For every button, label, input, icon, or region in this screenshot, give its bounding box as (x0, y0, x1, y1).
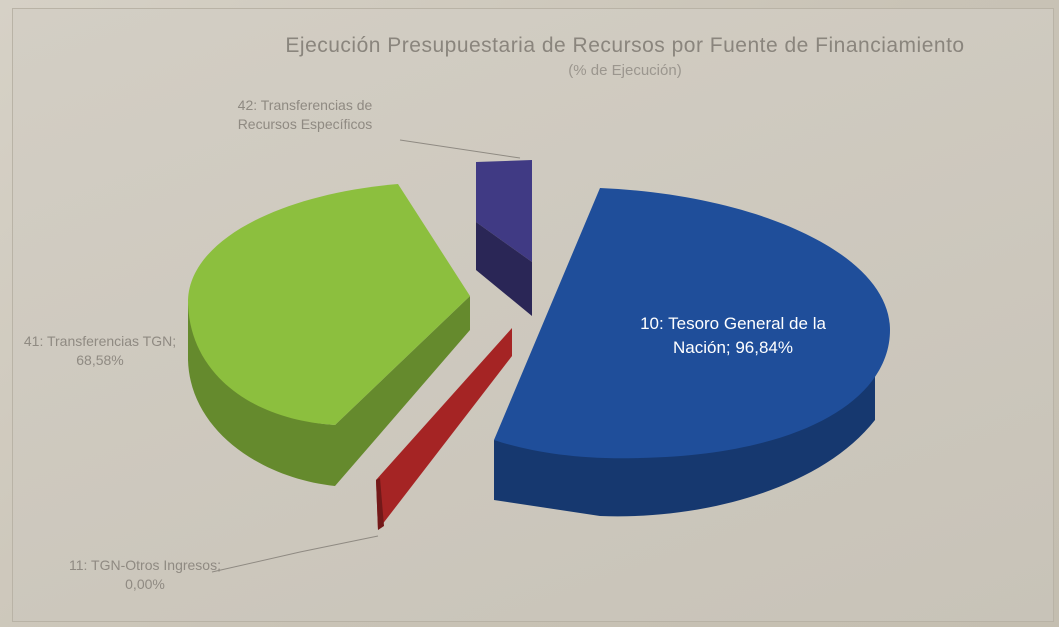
slice-side-tgn (494, 360, 875, 517)
slice-side-otros-ingresos (376, 478, 384, 530)
slice-label-transferencias-recursos: 42: Transferencias de Recursos Específic… (237, 97, 373, 132)
leader-line-otros-ingresos (211, 535, 379, 573)
slice-tgn (494, 188, 890, 459)
slice-side-transferencias-recursos (476, 222, 532, 316)
slice-transferencias-recursos (476, 160, 532, 262)
slice-label-otros-ingresos: 11: TGN-Otros Ingresos; 0,00% (69, 557, 221, 592)
chart-title: Ejecución Presupuestaria de Recursos por… (285, 34, 965, 57)
slice-label-transferencias-tgn: 41: Transferencias TGN; 68,58% (23, 333, 177, 368)
leader-line-transferencias-recursos (399, 139, 521, 159)
slice-otros-ingresos (376, 328, 512, 530)
slice-side-transferencias-tgn (188, 296, 470, 486)
chart-subtitle: (% de Ejecución) (568, 62, 682, 79)
slice-label-tgn: 10: Tesoro General de la Nación; 96,84% (640, 314, 826, 357)
slice-transferencias-tgn (188, 184, 470, 425)
